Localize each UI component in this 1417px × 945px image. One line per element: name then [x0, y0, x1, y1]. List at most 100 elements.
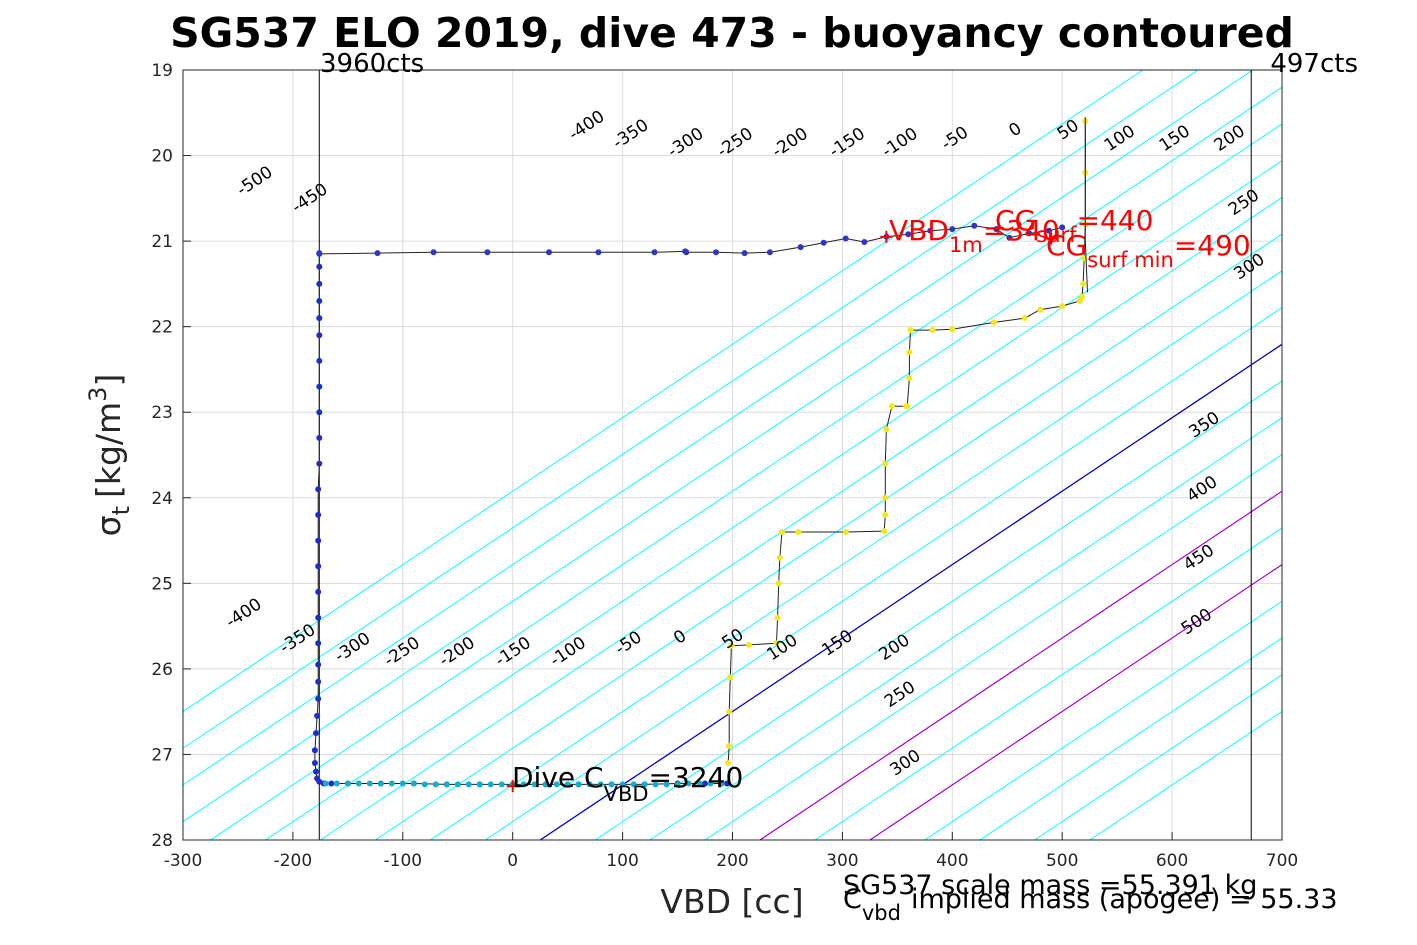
x-tick-label: 200 [716, 851, 748, 871]
data-point [322, 780, 329, 787]
y-label-sup: 3 [84, 387, 112, 402]
data-point [316, 409, 323, 416]
data-point [725, 760, 732, 766]
data-point [774, 614, 781, 621]
contour-line [183, 70, 1144, 713]
x-tick-label: -300 [164, 851, 203, 871]
data-point [1080, 280, 1087, 287]
data-point [1021, 315, 1028, 322]
counts-label-left: 3960cts [320, 49, 424, 79]
data-point [316, 298, 323, 304]
x-tick-label: 400 [936, 851, 968, 871]
y-tick-label: 22 [151, 318, 173, 338]
data-point [316, 280, 323, 287]
data-point [652, 781, 659, 788]
vbd-1m-annotation: VBD1m=340 [889, 214, 1060, 257]
data-point [1006, 234, 1013, 241]
y-axis-label: σt [kg/m3] [84, 374, 135, 537]
data-point [882, 511, 889, 518]
data-point [520, 781, 527, 788]
data-point [905, 231, 912, 238]
contour-line [704, 453, 1282, 840]
data-point [726, 708, 733, 715]
data-point [487, 781, 494, 788]
data-point [775, 580, 782, 587]
counts-label-right: 497cts [1270, 49, 1358, 79]
data-point [315, 640, 322, 647]
data-point [883, 426, 890, 433]
x-tick-label: 500 [1046, 851, 1078, 871]
data-point [595, 249, 602, 256]
contour-line [539, 343, 1282, 840]
data-point [328, 780, 335, 787]
data-point [797, 244, 804, 251]
data-point [315, 486, 322, 493]
data-point [766, 249, 773, 256]
data-point [696, 780, 703, 787]
y-tick-label: 20 [151, 147, 173, 167]
data-point [498, 781, 505, 788]
data-point [907, 327, 914, 334]
data-point [315, 563, 322, 570]
data-point [1059, 224, 1066, 231]
data-point [333, 780, 340, 787]
data-point [1059, 303, 1066, 310]
data-point [929, 327, 936, 334]
data-point [410, 780, 417, 787]
data-point [316, 460, 323, 467]
y-tick-label: 28 [151, 831, 173, 851]
data-point [311, 747, 318, 754]
data-point [542, 781, 549, 788]
buoyancy-contours [183, 70, 1282, 840]
contour-line [814, 527, 1282, 840]
data-point [776, 554, 783, 561]
data-point [619, 781, 626, 788]
data-point [432, 781, 439, 788]
contour-line [979, 637, 1282, 840]
contour-line [594, 380, 1282, 840]
x-tick-label: -200 [274, 851, 313, 871]
contour-line [183, 86, 1282, 823]
data-point [316, 250, 323, 257]
cg-surf-annotation: CGsurf=440 [995, 204, 1153, 247]
data-point [1046, 227, 1052, 234]
contour-line [183, 70, 1254, 786]
y-tick-label: 25 [151, 574, 173, 594]
data-point [927, 227, 934, 234]
y-tick-label: 23 [151, 403, 173, 423]
data-point [546, 249, 552, 256]
data-point [311, 760, 318, 766]
data-point [707, 780, 714, 787]
data-point [316, 332, 323, 339]
series-line [314, 253, 727, 785]
data-point [315, 678, 322, 685]
data-point [421, 781, 428, 788]
contour-line [759, 490, 1282, 840]
data-point [779, 529, 785, 535]
data-point [564, 781, 571, 788]
surface-spike-line [1084, 117, 1088, 293]
x-tick-label: 300 [826, 851, 858, 871]
data-point [316, 263, 323, 270]
data-point [641, 781, 648, 788]
data-point [476, 781, 483, 788]
data-point [903, 403, 910, 410]
data-point [586, 781, 593, 788]
data-point [773, 640, 780, 647]
contour-line [375, 233, 1282, 840]
data-point [971, 222, 978, 229]
x-axis-label: VBD [cc] [660, 882, 803, 921]
y-label-close: ] [89, 374, 128, 387]
data-point [724, 780, 730, 787]
data-point [315, 537, 322, 544]
data-point [608, 781, 615, 788]
y-label-sub: t [107, 506, 135, 515]
data-point [820, 239, 827, 246]
data-point [553, 781, 560, 788]
data-point [344, 780, 351, 787]
contour-line [320, 196, 1282, 840]
x-tick-label: 700 [1266, 851, 1298, 871]
data-point [741, 250, 748, 257]
data-point [454, 781, 461, 788]
